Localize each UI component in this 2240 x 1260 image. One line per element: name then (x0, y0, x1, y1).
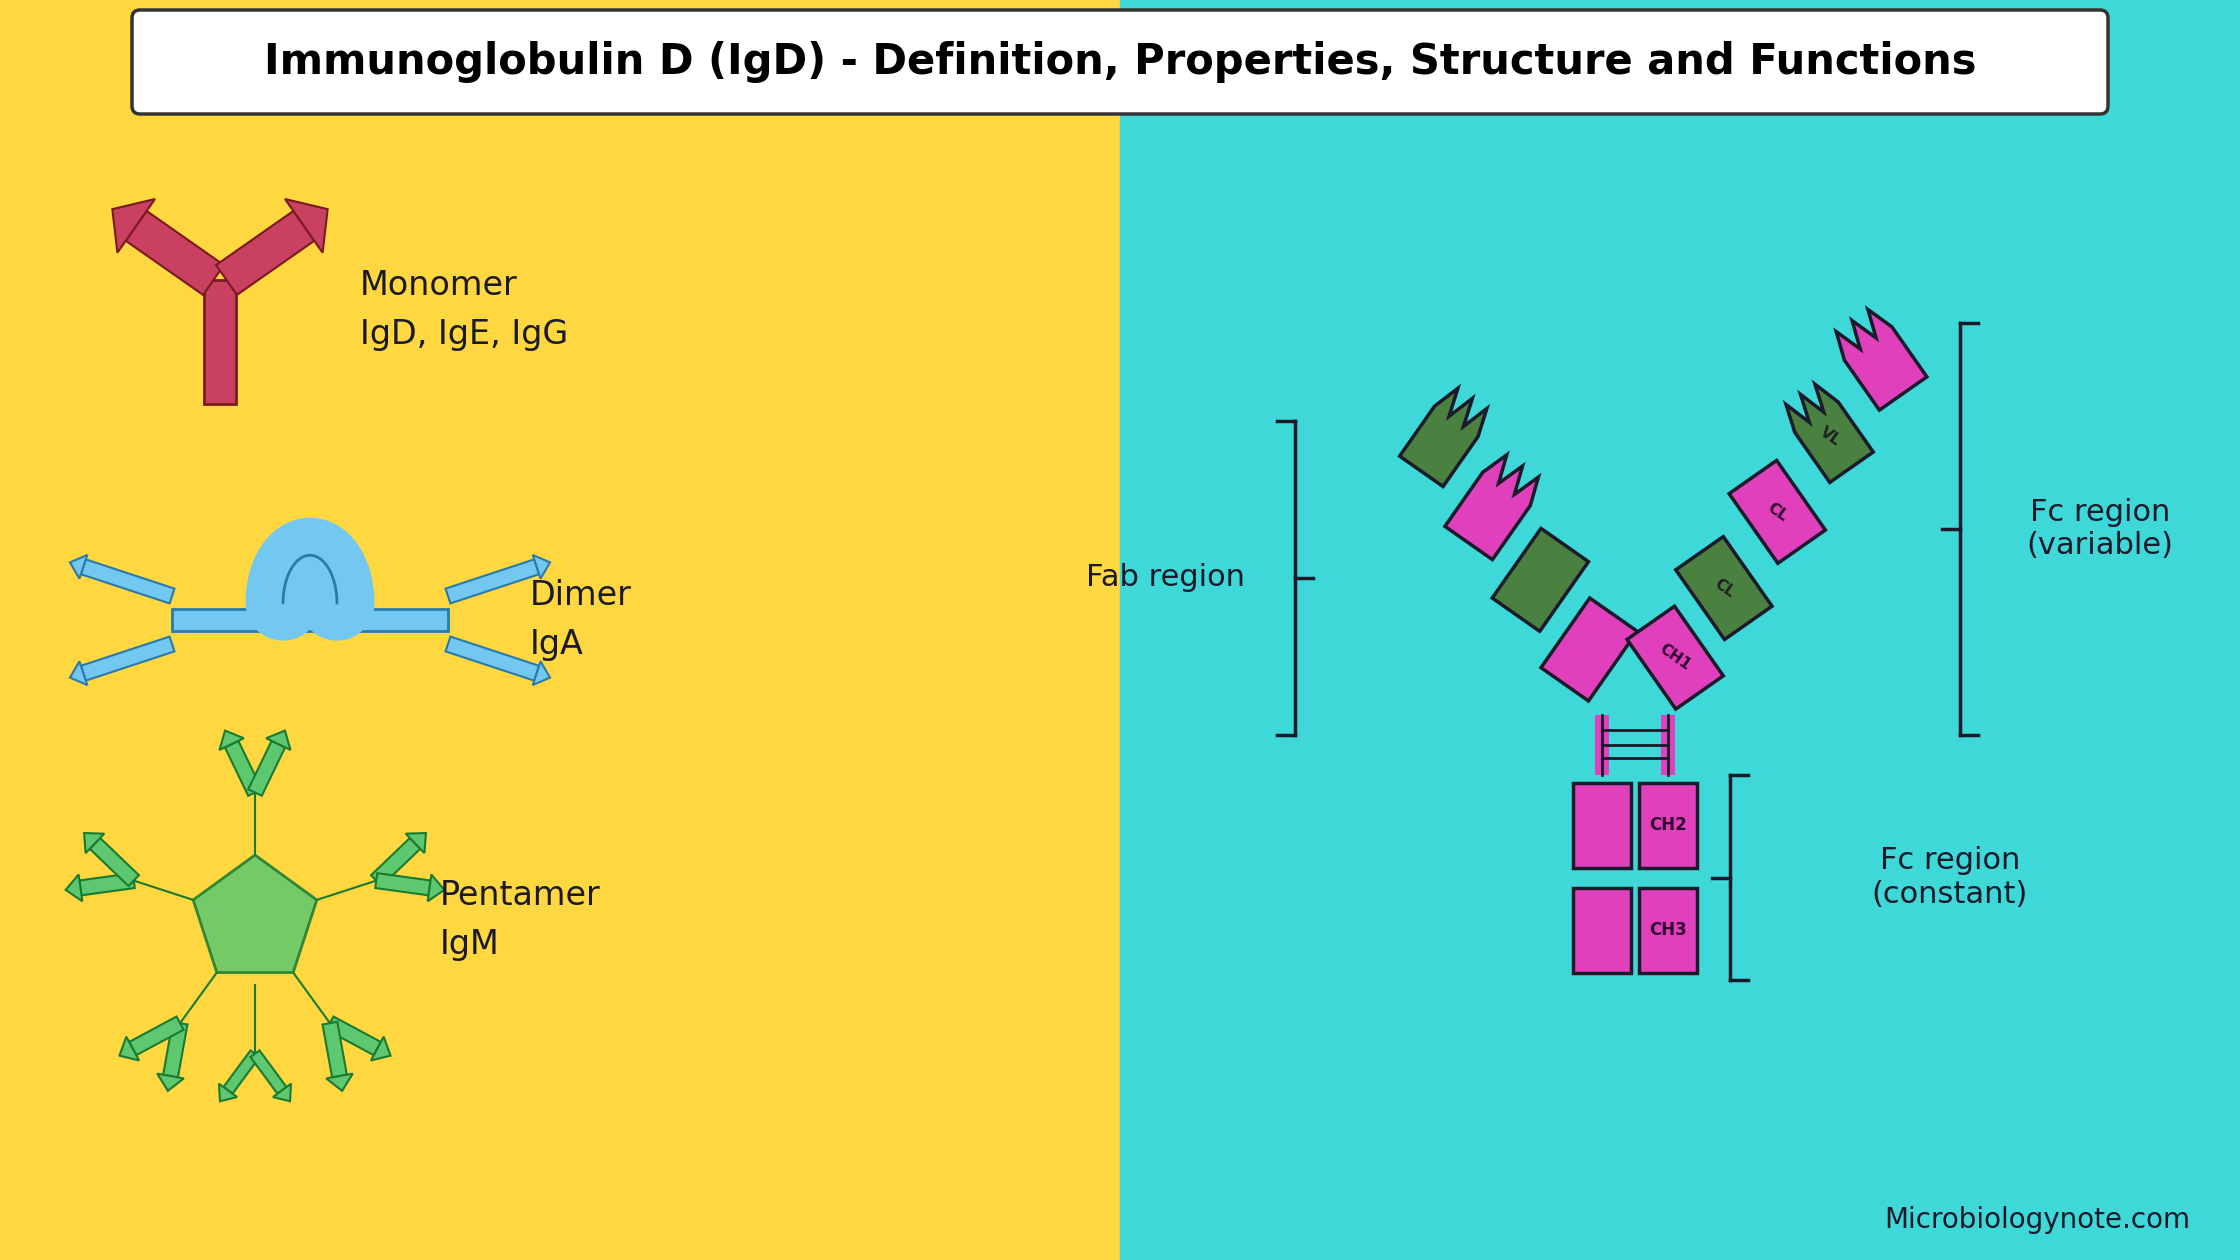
Text: Dimer
IgA: Dimer IgA (531, 580, 632, 660)
PathPatch shape (130, 1017, 184, 1055)
PathPatch shape (1400, 388, 1487, 486)
Text: Immunoglobulin D (IgD) - Definition, Properties, Structure and Functions: Immunoglobulin D (IgD) - Definition, Pro… (264, 42, 1976, 83)
Text: Fc region
(constant): Fc region (constant) (1873, 847, 2027, 908)
PathPatch shape (1837, 310, 1926, 410)
PathPatch shape (220, 731, 244, 750)
PathPatch shape (65, 874, 83, 901)
Bar (0, 0, 1120, 1260)
PathPatch shape (157, 1074, 184, 1091)
PathPatch shape (1572, 782, 1631, 867)
PathPatch shape (267, 731, 291, 750)
Bar (172, 609, 448, 631)
PathPatch shape (323, 1022, 347, 1077)
PathPatch shape (376, 873, 430, 896)
Text: Microbiologynote.com: Microbiologynote.com (1884, 1206, 2191, 1234)
Text: Fc region
(variable): Fc region (variable) (2027, 498, 2173, 561)
Polygon shape (193, 856, 316, 973)
Bar (204, 280, 235, 403)
Text: Fab region: Fab region (1086, 563, 1245, 592)
Text: CL: CL (1711, 576, 1736, 600)
PathPatch shape (220, 1084, 237, 1101)
PathPatch shape (224, 1051, 260, 1094)
Text: CL: CL (1765, 500, 1790, 524)
PathPatch shape (224, 741, 262, 796)
PathPatch shape (164, 1022, 188, 1077)
PathPatch shape (69, 554, 87, 578)
PathPatch shape (1640, 782, 1698, 867)
PathPatch shape (1785, 384, 1873, 483)
Text: Monomer
IgD, IgE, IgG: Monomer IgD, IgE, IgG (361, 270, 569, 350)
PathPatch shape (327, 1017, 381, 1055)
PathPatch shape (90, 838, 139, 886)
PathPatch shape (1572, 887, 1631, 973)
PathPatch shape (1445, 455, 1539, 559)
PathPatch shape (372, 1037, 390, 1061)
PathPatch shape (251, 1051, 287, 1094)
Bar (1120, 0, 2240, 1260)
Text: VL: VL (1817, 425, 1844, 449)
PathPatch shape (446, 559, 540, 604)
PathPatch shape (327, 1074, 352, 1091)
Text: CH3: CH3 (1649, 921, 1687, 939)
PathPatch shape (1729, 460, 1826, 563)
PathPatch shape (112, 199, 155, 253)
PathPatch shape (85, 833, 105, 853)
PathPatch shape (1640, 887, 1698, 973)
PathPatch shape (533, 554, 551, 578)
PathPatch shape (1676, 537, 1772, 640)
PathPatch shape (69, 662, 87, 685)
PathPatch shape (1492, 528, 1588, 631)
PathPatch shape (273, 1084, 291, 1101)
PathPatch shape (119, 1037, 139, 1061)
PathPatch shape (81, 559, 175, 604)
PathPatch shape (125, 210, 224, 295)
PathPatch shape (533, 662, 551, 685)
Text: Pentamer
IgM: Pentamer IgM (439, 879, 600, 961)
PathPatch shape (372, 838, 421, 886)
PathPatch shape (249, 741, 284, 796)
PathPatch shape (215, 210, 314, 295)
PathPatch shape (405, 833, 426, 853)
FancyBboxPatch shape (132, 10, 2108, 113)
PathPatch shape (428, 874, 444, 901)
PathPatch shape (1541, 598, 1637, 701)
Text: CH1: CH1 (1658, 641, 1693, 674)
Text: CH2: CH2 (1649, 816, 1687, 834)
PathPatch shape (78, 873, 134, 896)
PathPatch shape (81, 636, 175, 680)
PathPatch shape (1626, 606, 1723, 709)
PathPatch shape (284, 199, 327, 253)
PathPatch shape (446, 636, 540, 680)
